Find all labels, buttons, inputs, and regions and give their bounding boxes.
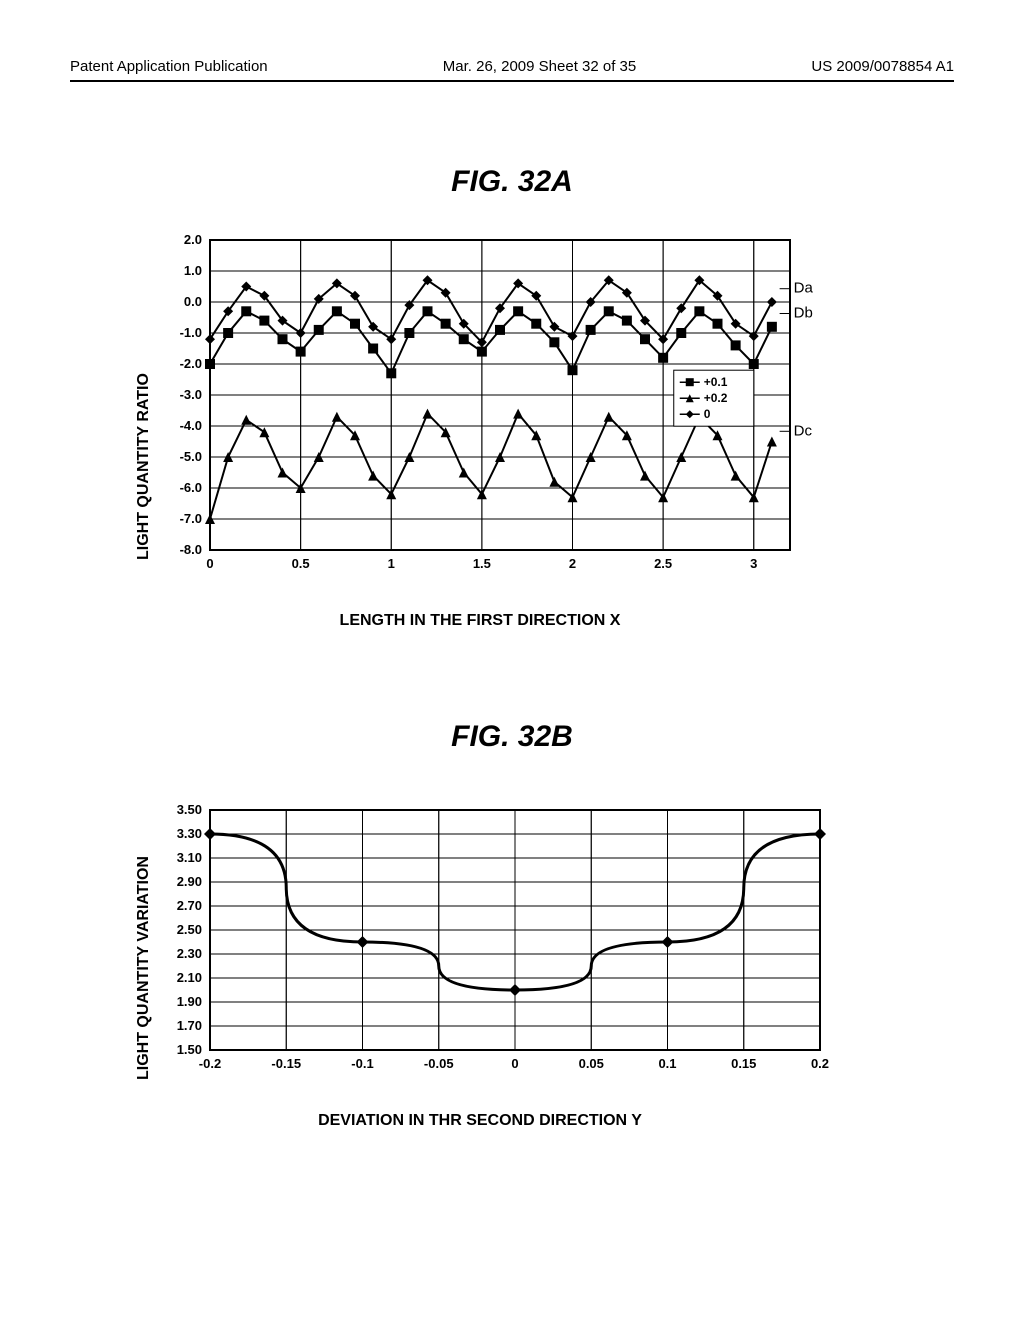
svg-text:-0.15: -0.15 <box>271 1056 301 1071</box>
chart-32a-svg: -8.0 -7.0 -6.0 -5.0 -4.0 -3.0 -2.0 -1.0 0.0 1.0 2.… <box>120 230 840 590</box>
chart-32a: LIGHT QUANTITY RATIO -8.0 -7.0 -6.0 -5.0 -4.… <box>120 230 840 630</box>
svg-text:Dc: Dc <box>794 422 813 439</box>
svg-text:-0.05: -0.05 <box>424 1056 454 1071</box>
svg-text:+0.2: +0.2 <box>704 391 728 405</box>
svg-text:0.2: 0.2 <box>811 1056 829 1071</box>
svg-text:0.5: 0.5 <box>292 556 310 571</box>
chart-32a-xlabel: LENGTH IN THE FIRST DIRECTION X <box>120 612 840 630</box>
svg-text:0.1: 0.1 <box>658 1056 676 1071</box>
svg-text:0.0: 0.0 <box>184 294 202 309</box>
chart-32a-ylabel: LIGHT QUANTITY RATIO <box>135 373 153 560</box>
svg-text:-5.0: -5.0 <box>180 449 202 464</box>
svg-text:3.10: 3.10 <box>177 850 202 865</box>
svg-text:0: 0 <box>511 1056 518 1071</box>
header-left: Patent Application Publication <box>70 58 268 75</box>
svg-text:-7.0: -7.0 <box>180 511 202 526</box>
svg-text:-8.0: -8.0 <box>180 542 202 557</box>
fig-32b-title: FIG. 32B <box>0 720 1024 754</box>
svg-text:2.5: 2.5 <box>654 556 672 571</box>
svg-text:1.90: 1.90 <box>177 994 202 1009</box>
svg-text:1.5: 1.5 <box>473 556 491 571</box>
svg-text:0.15: 0.15 <box>731 1056 756 1071</box>
svg-text:2.90: 2.90 <box>177 874 202 889</box>
svg-text:0: 0 <box>206 556 213 571</box>
svg-text:0.05: 0.05 <box>579 1056 604 1071</box>
svg-text:3.50: 3.50 <box>177 802 202 817</box>
chart-32b-ylabel: LIGHT QUANTITY VARIATION <box>135 856 153 1080</box>
svg-text:1: 1 <box>388 556 395 571</box>
svg-text:2: 2 <box>569 556 576 571</box>
svg-text:2.50: 2.50 <box>177 922 202 937</box>
svg-text:+0.1: +0.1 <box>704 375 728 389</box>
chart-32b: LIGHT QUANTITY VARIATION 1.50 1.70 1.90 2.1… <box>120 800 840 1130</box>
chart-32b-svg: 1.50 1.70 1.90 2.10 2.30 2.50 2.70 2.90 3.10 3.30… <box>120 800 840 1090</box>
svg-text:-2.0: -2.0 <box>180 356 202 371</box>
svg-text:-6.0: -6.0 <box>180 480 202 495</box>
chart-32b-xlabel: DEVIATION IN THR SECOND DIRECTION Y <box>120 1112 840 1130</box>
svg-text:2.30: 2.30 <box>177 946 202 961</box>
header-center: Mar. 26, 2009 Sheet 32 of 35 <box>443 58 636 75</box>
svg-text:-0.1: -0.1 <box>351 1056 373 1071</box>
svg-text:Da: Da <box>794 280 814 297</box>
svg-text:3.30: 3.30 <box>177 826 202 841</box>
svg-text:1.0: 1.0 <box>184 263 202 278</box>
svg-text:Db: Db <box>794 305 813 322</box>
fig-32a-title: FIG. 32A <box>0 165 1024 199</box>
svg-text:-0.2: -0.2 <box>199 1056 221 1071</box>
svg-text:3: 3 <box>750 556 757 571</box>
page-header: Patent Application Publication Mar. 26, … <box>0 58 1024 75</box>
svg-text:2.70: 2.70 <box>177 898 202 913</box>
svg-text:2.0: 2.0 <box>184 232 202 247</box>
svg-text:-4.0: -4.0 <box>180 418 202 433</box>
svg-text:2.10: 2.10 <box>177 970 202 985</box>
svg-text:0: 0 <box>704 407 711 421</box>
svg-text:-3.0: -3.0 <box>180 387 202 402</box>
svg-text:1.50: 1.50 <box>177 1042 202 1057</box>
header-rule <box>70 80 954 82</box>
svg-text:-1.0: -1.0 <box>180 325 202 340</box>
svg-text:1.70: 1.70 <box>177 1018 202 1033</box>
header-right: US 2009/0078854 A1 <box>811 58 954 75</box>
